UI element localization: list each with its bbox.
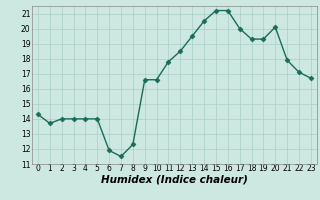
X-axis label: Humidex (Indice chaleur): Humidex (Indice chaleur) bbox=[101, 174, 248, 184]
